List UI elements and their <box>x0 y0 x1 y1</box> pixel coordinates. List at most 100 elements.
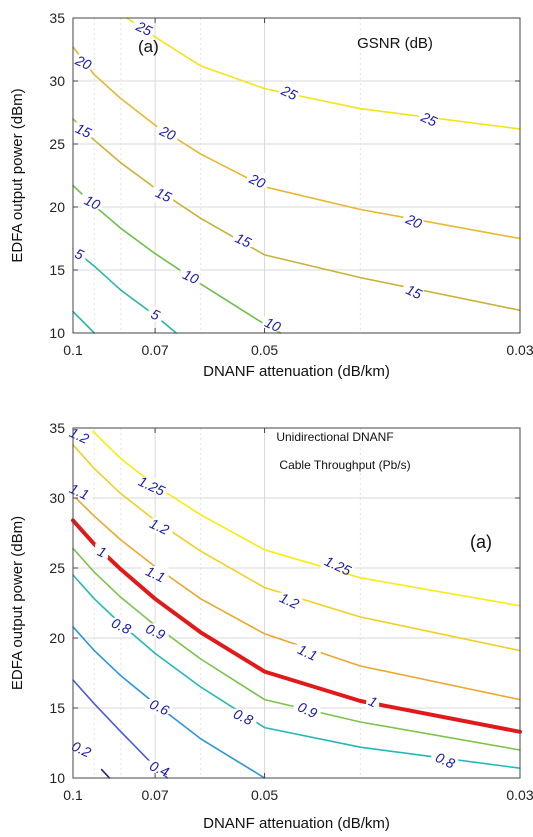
x-tick-label: 0.05 <box>251 787 278 803</box>
contour-label: 25 <box>278 82 300 104</box>
y-tick-label: 35 <box>49 10 65 26</box>
contour-label-backing <box>229 708 257 724</box>
contour-line <box>72 626 266 779</box>
y-tick-label: 20 <box>49 199 65 215</box>
contour-label-backing <box>145 699 173 714</box>
contour-label-backing <box>418 111 439 127</box>
contour-label: 1.2 <box>277 589 302 612</box>
x-axis-label: DNANF attenuation (dB/km) <box>203 363 390 380</box>
contour-label: 20 <box>403 210 425 232</box>
contour-label: 0.2 <box>69 738 94 761</box>
contour-line <box>72 574 521 769</box>
contour-label-backing <box>232 232 253 248</box>
x-tick-label: 0.03 <box>506 342 533 358</box>
contour-line <box>72 444 521 652</box>
panel-label: (a) <box>470 532 492 552</box>
contour-label: 25 <box>133 17 155 39</box>
panel-label: (a) <box>138 37 159 56</box>
contour-label-backing <box>275 592 303 608</box>
x-tick-label: 0.07 <box>141 342 168 358</box>
contour-label-backing <box>366 693 380 709</box>
contour-line <box>72 118 521 312</box>
y-tick-label: 15 <box>49 262 65 278</box>
y-axis-label: EDFA output power (dBm) <box>9 516 26 690</box>
y-tick-label: 10 <box>49 325 65 341</box>
x-tick-label: 0.05 <box>251 342 278 358</box>
chart-panel-2: 0.20.40.60.80.80.80.90.9111.11.11.11.21.… <box>9 420 533 832</box>
contour-line <box>88 427 521 607</box>
contour-label-backing <box>95 543 109 559</box>
contour-label: 1.1 <box>143 563 167 586</box>
contour-label-backing <box>320 557 355 573</box>
contour-label-backing <box>67 741 95 756</box>
contour-label: 10 <box>262 314 283 335</box>
chart-annotation: Cable Throughput (Pb/s) <box>279 458 410 472</box>
x-tick-label: 0.1 <box>63 342 83 358</box>
contour-label-backing <box>141 623 169 639</box>
contour-label: 1.1 <box>295 641 319 664</box>
contour-label-backing <box>431 752 459 768</box>
y-tick-label: 30 <box>49 490 65 506</box>
contour-label-backing <box>157 124 178 140</box>
contour-label-backing <box>148 306 162 322</box>
contour-label-backing <box>72 245 86 261</box>
contour-line <box>72 247 177 334</box>
x-axis-label: DNANF attenuation (dB/km) <box>203 815 390 832</box>
x-tick-label: 0.1 <box>63 787 83 803</box>
y-tick-label: 30 <box>49 73 65 89</box>
contour-label-backing <box>403 213 424 229</box>
chart-annotation: Unidirectional DNANF <box>276 430 393 444</box>
plot-area <box>73 18 520 333</box>
contour-label-backing <box>145 518 173 534</box>
contour-line <box>72 46 521 240</box>
y-tick-label: 20 <box>49 630 65 646</box>
contour-label-backing <box>141 566 169 581</box>
contour-label-backing <box>153 186 174 202</box>
contour-label: 20 <box>156 122 178 144</box>
contour-line <box>72 310 96 334</box>
plot-frame <box>72 17 521 334</box>
y-axis-label: EDFA output power (dBm) <box>9 88 26 262</box>
contour-label-backing <box>293 644 321 660</box>
y-tick-label: 35 <box>49 420 65 436</box>
contour-line <box>72 547 521 751</box>
contour-label-backing <box>65 483 93 499</box>
contour-label: 0.8 <box>433 749 458 772</box>
contour-label-backing <box>279 84 300 100</box>
contour-label: 20 <box>72 51 94 73</box>
x-tick-label: 0.07 <box>141 787 168 803</box>
y-tick-label: 15 <box>49 700 65 716</box>
contour-label: 0.6 <box>147 696 172 719</box>
contour-label-backing <box>133 20 154 36</box>
contour-label-backing <box>107 617 135 633</box>
contour-label: 0.9 <box>143 620 168 643</box>
contour-label-backing <box>134 477 169 493</box>
contour-label: 20 <box>246 170 268 192</box>
chart-annotation: GSNR (dB) <box>357 35 433 52</box>
contour-label-backing <box>180 268 201 284</box>
contour-label: 25 <box>418 108 440 130</box>
contour-label-backing <box>247 172 268 188</box>
contour-label: 15 <box>153 184 174 205</box>
y-tick-label: 25 <box>49 136 65 152</box>
contour-label: 1.2 <box>147 515 172 538</box>
chart-panel-1: 5510101015151515202020202525251015202530… <box>9 10 533 380</box>
contour-label-backing <box>73 122 94 138</box>
plot-frame <box>72 427 521 779</box>
contour-label-backing <box>81 194 102 210</box>
y-tick-label: 25 <box>49 560 65 576</box>
contour-label-backing <box>65 427 93 443</box>
contour-label-backing <box>145 760 173 776</box>
contour-label-backing <box>262 316 283 332</box>
contour-label: 0.4 <box>147 757 172 780</box>
contour-label: 10 <box>180 266 201 287</box>
contour-label: 0.9 <box>295 699 320 722</box>
contour-label: 15 <box>404 281 425 302</box>
contour-label-backing <box>403 283 424 299</box>
contour-label: 0.8 <box>231 706 256 729</box>
contour-label-backing <box>73 54 94 70</box>
contour-label: 15 <box>73 120 94 141</box>
contour-label: 15 <box>233 230 254 251</box>
contour-line <box>100 768 111 779</box>
